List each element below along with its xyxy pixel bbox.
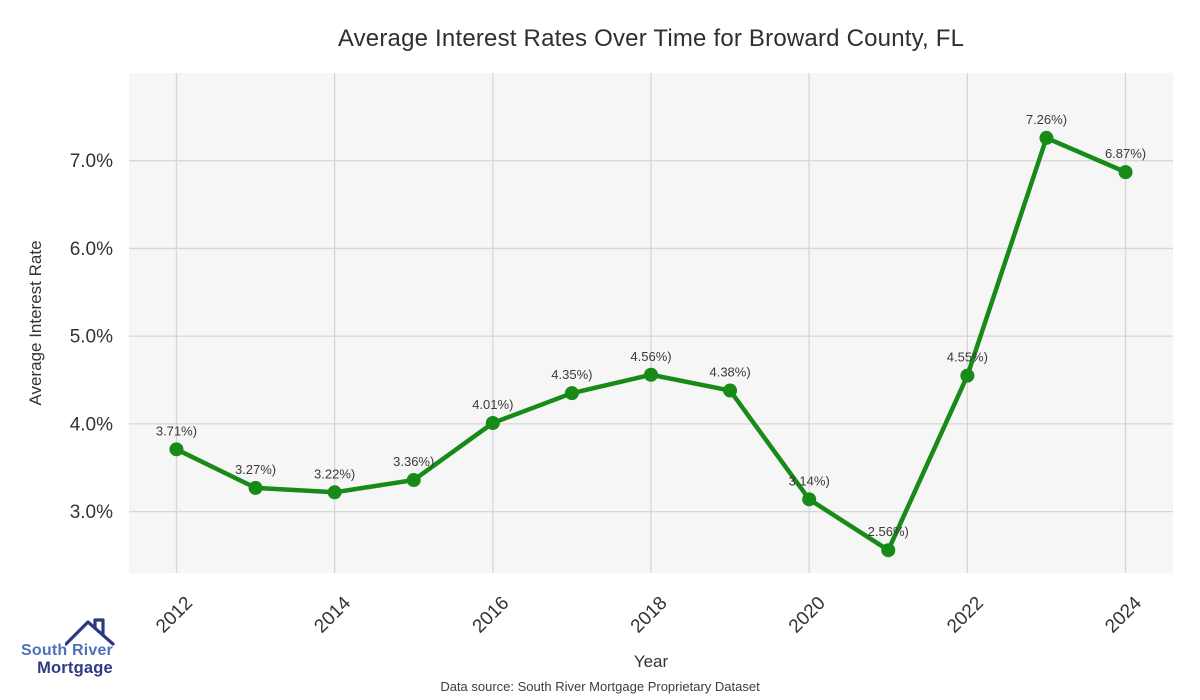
data-point — [1118, 165, 1133, 180]
data-point — [723, 383, 738, 398]
y-tick-label: 5.0% — [70, 327, 113, 348]
house-roof-icon — [65, 618, 115, 646]
point-label: 2.56%) — [868, 524, 909, 539]
logo-text-line2: Mortgage — [37, 659, 113, 677]
point-label: 4.01%) — [472, 397, 513, 412]
x-axis-title: Year — [633, 652, 669, 671]
data-point — [881, 543, 896, 558]
point-label: 3.22%) — [314, 466, 355, 481]
data-point — [564, 386, 579, 401]
point-label: 3.36%) — [393, 454, 434, 469]
data-source-note: Data source: South River Mortgage Propri… — [440, 679, 760, 694]
point-label: 3.71%) — [156, 423, 197, 438]
x-tick-label: 2016 — [469, 593, 514, 638]
point-label: 4.38%) — [709, 365, 750, 380]
y-tick-label: 7.0% — [70, 151, 113, 172]
data-point — [485, 416, 500, 430]
x-tick-label: 2024 — [1101, 592, 1146, 637]
chart-title: Average Interest Rates Over Time for Bro… — [337, 25, 965, 52]
point-label: 4.55%) — [947, 350, 988, 365]
point-label: 6.87%) — [1105, 146, 1146, 161]
x-tick-label: 2012 — [152, 593, 197, 638]
y-tick-label: 6.0% — [70, 239, 113, 260]
y-tick-label: 3.0% — [70, 502, 113, 523]
data-point — [644, 367, 658, 382]
data-point — [406, 473, 421, 488]
south-river-mortgage-logo: South River Mortgage — [9, 614, 125, 686]
x-tick-label: 2018 — [627, 593, 672, 638]
data-point — [1039, 130, 1054, 145]
y-axis-title: Average Interest Rate — [26, 240, 45, 406]
data-point — [169, 442, 184, 457]
x-tick-label: 2022 — [943, 593, 988, 638]
point-label: 4.35%) — [551, 367, 592, 382]
data-point — [802, 492, 817, 507]
data-point — [248, 480, 263, 495]
data-point — [960, 368, 975, 383]
point-label: 3.14%) — [789, 473, 830, 488]
x-tick-label: 2020 — [785, 593, 830, 638]
logo-text-line1: South River — [21, 642, 113, 659]
point-label: 7.26%) — [1026, 112, 1067, 127]
x-tick-label: 2014 — [310, 592, 355, 637]
point-label: 4.56%) — [630, 349, 671, 364]
y-tick-label: 4.0% — [70, 414, 113, 435]
data-point — [327, 485, 342, 500]
point-label: 3.27%) — [235, 462, 276, 477]
